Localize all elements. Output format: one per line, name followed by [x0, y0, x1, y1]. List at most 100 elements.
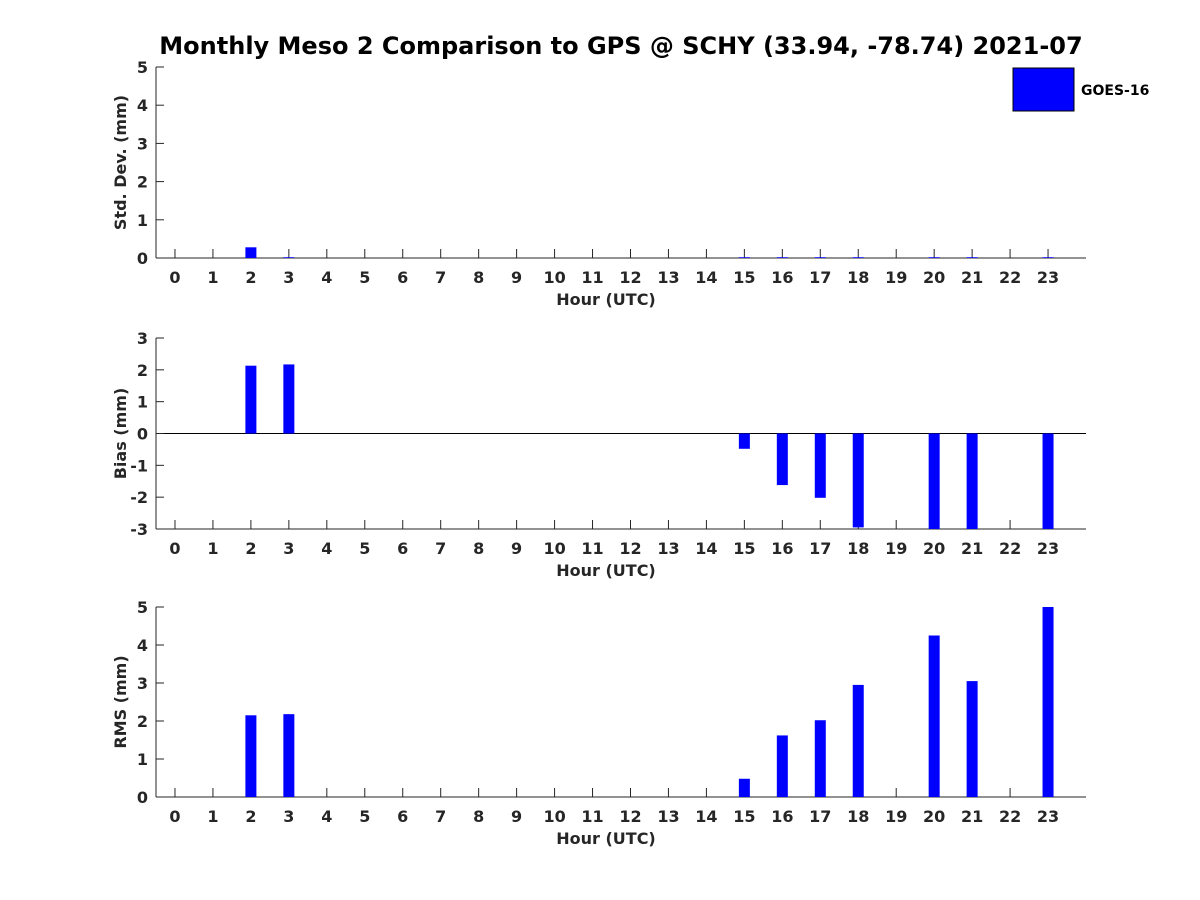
bar-group [245, 364, 1054, 529]
x-tick-label: 18 [847, 807, 869, 826]
x-tick-label: 18 [847, 268, 869, 287]
y-tick-label: 3 [137, 674, 148, 693]
bar-hour-2 [245, 365, 257, 434]
bar-hour-23 [1042, 607, 1054, 797]
y-tick-label: 2 [137, 712, 148, 731]
y-tick-label: 1 [137, 393, 148, 412]
x-tick-label: 0 [169, 539, 180, 558]
x-tick-label: 21 [961, 268, 983, 287]
y-tick-label: 0 [137, 788, 148, 807]
x-tick-label: 11 [581, 268, 603, 287]
bar-hour-18 [852, 257, 864, 258]
y-tick-label: 2 [137, 173, 148, 192]
x-tick-label: 10 [543, 539, 565, 558]
y-tick-label: 1 [137, 211, 148, 230]
y-tick-label: -2 [130, 488, 148, 507]
x-tick-label: 15 [733, 268, 755, 287]
x-tick-label: 9 [511, 539, 522, 558]
bar-hour-23 [1042, 433, 1054, 529]
x-tick-label: 2 [245, 807, 256, 826]
x-tick-label: 2 [245, 268, 256, 287]
legend-label: GOES-16 [1081, 83, 1149, 99]
bar-hour-20 [928, 635, 940, 797]
x-tick-label: 12 [619, 807, 641, 826]
bar-hour-20 [928, 433, 940, 529]
x-tick-label: 15 [733, 807, 755, 826]
x-tick-label: 5 [359, 268, 370, 287]
x-tick-label: 13 [657, 268, 679, 287]
x-tick-label: 12 [619, 268, 641, 287]
x-tick-label: 20 [923, 268, 945, 287]
y-tick-label: 5 [137, 598, 148, 617]
x-tick-label: 3 [283, 807, 294, 826]
x-tick-label: 5 [359, 539, 370, 558]
bar-group [245, 247, 1054, 258]
y-tick-label: 3 [137, 329, 148, 348]
bar-hour-18 [852, 433, 864, 528]
bar-hour-17 [814, 257, 826, 258]
y-tick-label: 4 [137, 636, 148, 655]
x-tick-label: 20 [923, 807, 945, 826]
x-axis-label: Hour (UTC) [556, 561, 656, 580]
bar-hour-21 [966, 681, 978, 797]
x-tick-label: 8 [473, 268, 484, 287]
bar-hour-23 [1042, 257, 1054, 258]
x-tick-label: 1 [207, 539, 218, 558]
x-tick-label: 8 [473, 539, 484, 558]
x-tick-label: 8 [473, 807, 484, 826]
bar-hour-21 [966, 257, 978, 258]
y-tick-label: -1 [130, 456, 148, 475]
x-tick-label: 23 [1037, 807, 1059, 826]
bar-hour-3 [283, 714, 295, 797]
bar-hour-2 [245, 715, 257, 797]
x-tick-label: 6 [397, 539, 408, 558]
bar-hour-16 [776, 433, 788, 486]
x-tick-label: 4 [321, 268, 332, 287]
legend: GOES-16 [1012, 67, 1149, 112]
y-tick-label: 1 [137, 750, 148, 769]
x-tick-label: 0 [169, 268, 180, 287]
bar-hour-15 [738, 257, 750, 258]
x-tick-label: 17 [809, 268, 831, 287]
bar-hour-17 [814, 433, 826, 498]
x-tick-label: 7 [435, 268, 446, 287]
bar-hour-15 [738, 433, 750, 449]
x-tick-label: 23 [1037, 539, 1059, 558]
y-axis-label: Bias (mm) [111, 388, 130, 480]
x-tick-label: 19 [885, 807, 907, 826]
x-tick-label: 0 [169, 807, 180, 826]
x-tick-label: 5 [359, 807, 370, 826]
bar-hour-18 [852, 684, 864, 797]
bar-hour-20 [928, 257, 940, 258]
x-tick-label: 11 [581, 807, 603, 826]
x-tick-label: 9 [511, 268, 522, 287]
x-tick-label: 7 [435, 539, 446, 558]
y-tick-label: 3 [137, 134, 148, 153]
x-tick-label: 9 [511, 807, 522, 826]
y-tick-label: 0 [137, 425, 148, 444]
bar-hour-15 [738, 778, 750, 797]
x-tick-label: 21 [961, 539, 983, 558]
x-tick-label: 6 [397, 807, 408, 826]
y-axis-label: Std. Dev. (mm) [111, 95, 130, 230]
x-tick-label: 18 [847, 539, 869, 558]
x-tick-label: 22 [999, 807, 1021, 826]
x-tick-label: 16 [771, 539, 793, 558]
y-axis-label: RMS (mm) [111, 655, 130, 748]
x-tick-label: 16 [771, 807, 793, 826]
x-tick-label: 6 [397, 268, 408, 287]
x-tick-label: 20 [923, 539, 945, 558]
x-axis-label: Hour (UTC) [556, 829, 656, 848]
x-tick-label: 16 [771, 268, 793, 287]
x-tick-label: 11 [581, 539, 603, 558]
bar-hour-2 [245, 247, 257, 258]
y-tick-label: -3 [130, 520, 148, 539]
bar-hour-3 [283, 257, 295, 258]
bar-hour-17 [814, 720, 826, 797]
y-tick-label: 5 [137, 58, 148, 77]
x-tick-label: 23 [1037, 268, 1059, 287]
